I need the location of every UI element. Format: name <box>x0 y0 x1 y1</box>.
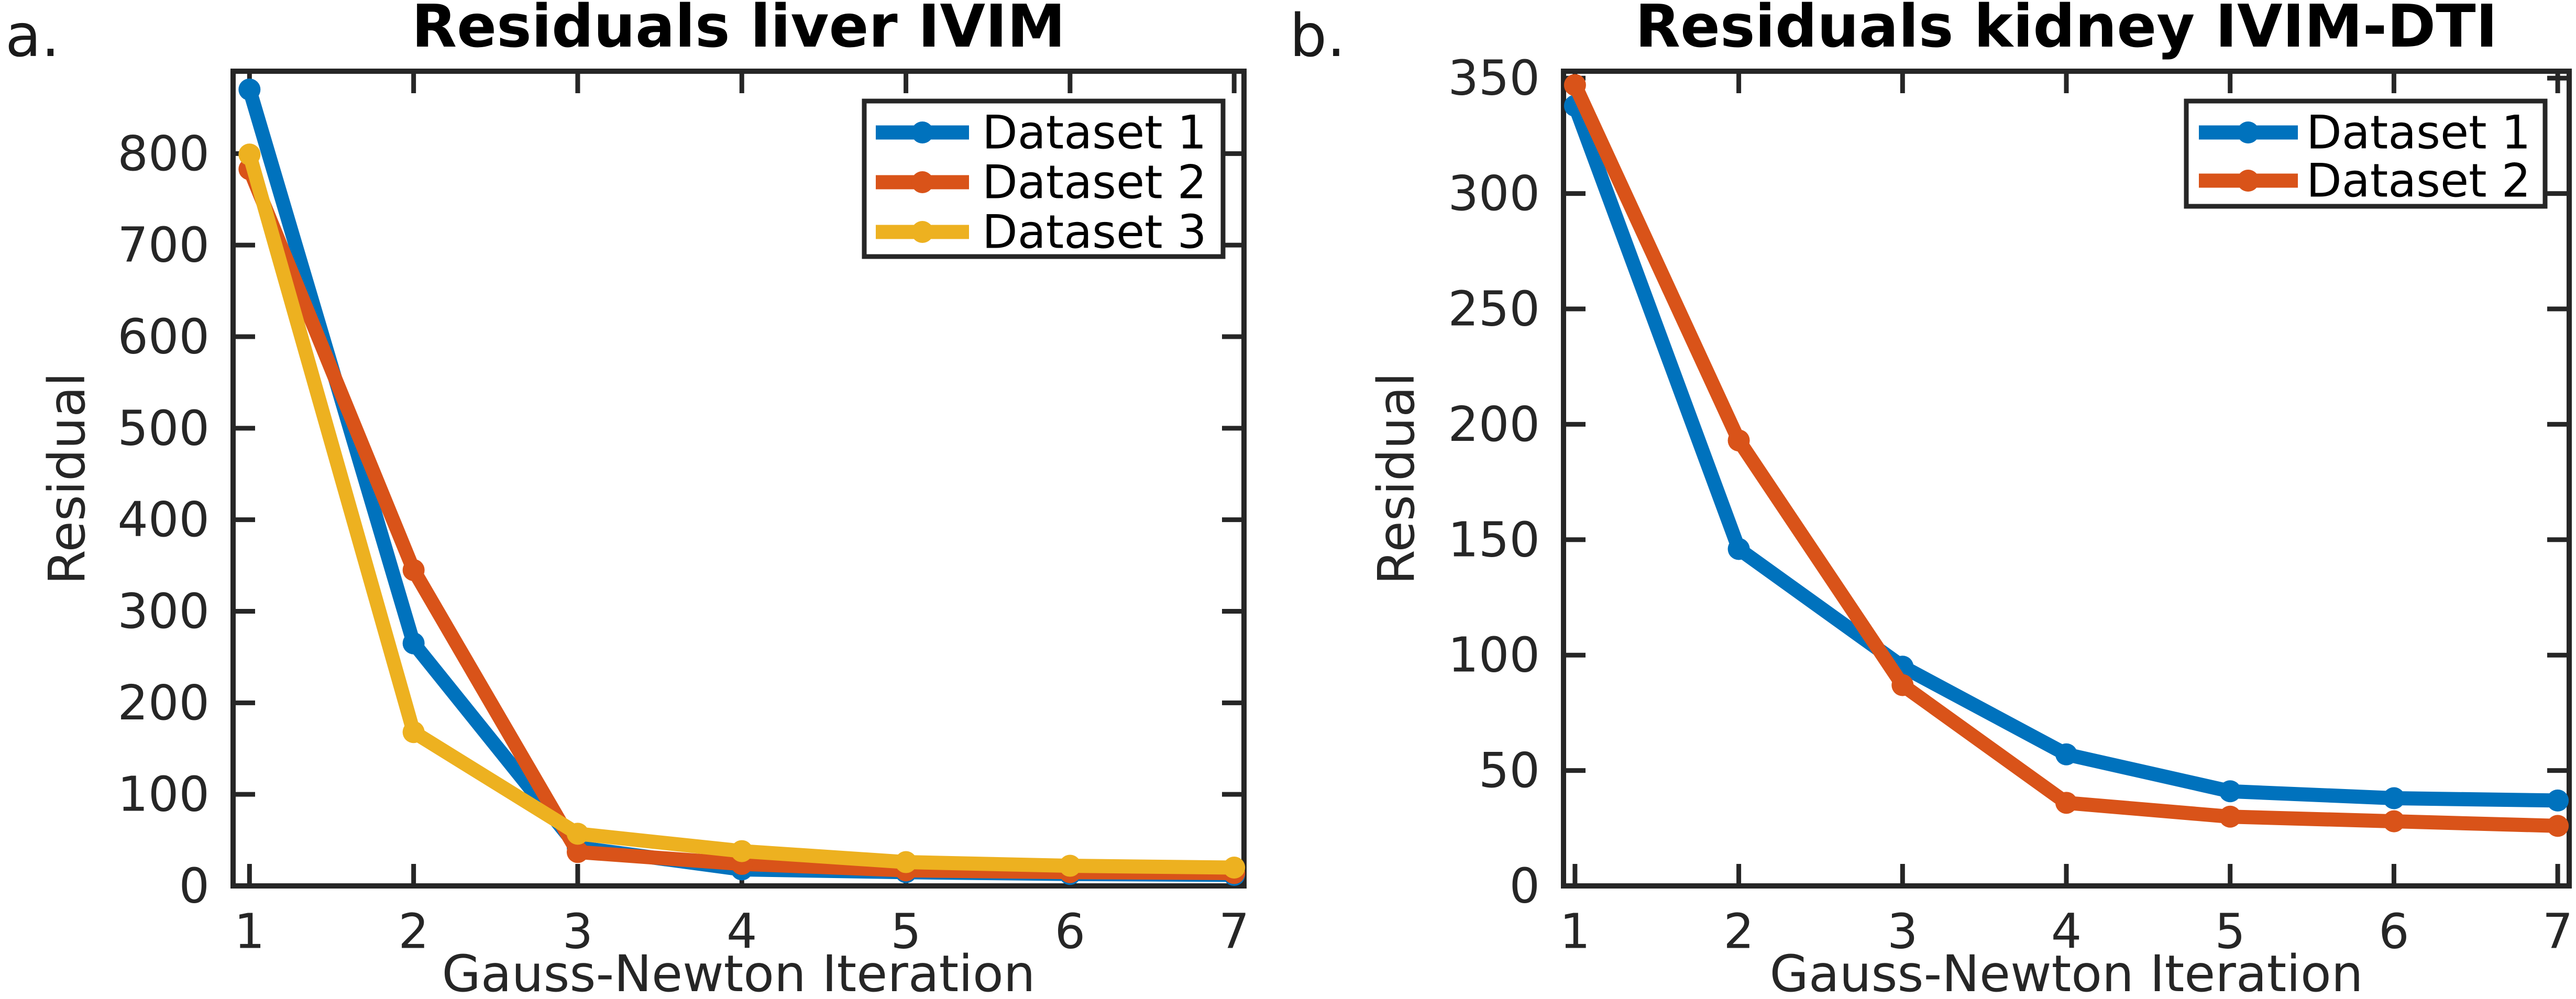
data-point-a-dataset-3-x2 <box>402 721 425 743</box>
data-point-b-dataset-2-x1 <box>1564 74 1586 96</box>
chart-b-x-axis-label: Gauss-Newton Iteration <box>1769 945 2363 999</box>
chart-b-y-axis-label: Residual <box>1367 372 1426 585</box>
y-tick-label-a-400: 400 <box>117 492 210 548</box>
chart-a-title: Residuals liver IVIM <box>411 0 1066 61</box>
data-point-a-dataset-3-x1 <box>238 143 261 166</box>
data-point-b-dataset-1-x4 <box>2055 743 2077 765</box>
x-tick-label-a-7: 7 <box>1219 904 1250 960</box>
data-point-b-dataset-2-x5 <box>2219 805 2241 828</box>
plot-box-a <box>230 69 1247 889</box>
y-tick-label-b-350: 350 <box>1448 50 1540 106</box>
x-tick-label-b-6: 6 <box>2379 904 2409 960</box>
x-tick-label-b-2: 2 <box>1723 904 1754 960</box>
y-tick-label-a-500: 500 <box>117 400 210 456</box>
legend-label-a-2: Dataset 3 <box>982 205 1207 259</box>
x-tick-label-a-6: 6 <box>1055 904 1086 960</box>
x-tick-label-b-4: 4 <box>2051 904 2082 960</box>
legend-label-b-1: Dataset 2 <box>2306 154 2531 208</box>
y-tick-label-a-800: 800 <box>117 126 210 182</box>
x-tick-label-b-5: 5 <box>2215 904 2245 960</box>
legend-marker-b-0 <box>2237 121 2259 143</box>
data-point-b-dataset-1-x2 <box>1727 538 1750 560</box>
y-tick-label-a-0: 0 <box>179 858 210 914</box>
y-tick-label-a-100: 100 <box>117 767 210 823</box>
y-tick-label-b-250: 250 <box>1448 281 1540 337</box>
legend-label-b-0: Dataset 1 <box>2306 106 2531 160</box>
data-point-b-dataset-2-x2 <box>1727 429 1750 452</box>
data-point-b-dataset-2-x3 <box>1891 674 1914 696</box>
chart-a-x-axis-label: Gauss-Newton Iteration <box>442 945 1036 999</box>
legend-label-a-0: Dataset 1 <box>982 106 1207 160</box>
x-tick-label-a-1: 1 <box>234 904 265 960</box>
x-tick-label-a-3: 3 <box>563 904 593 960</box>
series-line-b-dataset-1 <box>1568 103 2558 808</box>
legend-marker-a-1 <box>911 171 933 193</box>
y-tick-label-b-300: 300 <box>1448 165 1540 221</box>
data-point-a-dataset-3-x4 <box>731 840 753 862</box>
x-tick-label-b-1: 1 <box>1560 904 1591 960</box>
panel-label-b: b. <box>1290 2 1346 70</box>
y-tick-label-b-0: 0 <box>1509 858 1540 914</box>
data-point-a-dataset-3-x7 <box>1223 857 1246 879</box>
data-point-a-dataset-3-x6 <box>1059 854 1081 877</box>
chart-a-y-axis-label: Residual <box>38 372 96 585</box>
data-point-a-dataset-3-x5 <box>895 851 917 873</box>
data-point-b-dataset-1-x7 <box>2547 789 2569 812</box>
y-tick-label-a-300: 300 <box>117 583 210 639</box>
y-tick-label-a-600: 600 <box>117 309 210 365</box>
data-point-b-dataset-2-x4 <box>2055 792 2077 814</box>
legend-label-a-1: Dataset 2 <box>982 156 1207 209</box>
legend-marker-a-2 <box>911 221 933 243</box>
data-point-b-dataset-2-x6 <box>2383 810 2405 833</box>
x-tick-label-a-4: 4 <box>726 904 757 960</box>
data-point-a-dataset-2-x2 <box>402 559 425 581</box>
data-point-b-dataset-1-x5 <box>2219 780 2241 803</box>
x-tick-label-b-3: 3 <box>1887 904 1918 960</box>
legend-marker-b-1 <box>2237 170 2259 192</box>
data-point-a-dataset-3-x3 <box>566 823 589 845</box>
y-tick-label-b-200: 200 <box>1448 396 1540 452</box>
legend-marker-a-0 <box>911 121 933 143</box>
y-tick-label-a-200: 200 <box>117 675 210 731</box>
series-line-a-dataset-3 <box>243 152 1235 875</box>
data-point-b-dataset-1-x6 <box>2383 787 2405 809</box>
data-point-a-dataset-1-x2 <box>402 632 425 654</box>
x-tick-label-a-2: 2 <box>398 904 429 960</box>
y-tick-label-b-150: 150 <box>1448 512 1540 568</box>
y-tick-label-b-100: 100 <box>1448 627 1540 683</box>
chart-b-title: Residuals kidney IVIM-DTI <box>1635 0 2498 61</box>
series-line-a-dataset-2 <box>243 166 1235 881</box>
data-point-b-dataset-2-x7 <box>2547 815 2569 837</box>
y-tick-label-a-700: 700 <box>117 217 210 273</box>
data-point-a-dataset-1-x1 <box>238 78 261 101</box>
data-point-a-dataset-2-x3 <box>566 841 589 863</box>
panel-label-a: a. <box>5 2 60 70</box>
y-tick-label-b-50: 50 <box>1479 742 1540 798</box>
x-tick-label-b-7: 7 <box>2542 904 2573 960</box>
x-tick-label-a-5: 5 <box>890 904 921 960</box>
